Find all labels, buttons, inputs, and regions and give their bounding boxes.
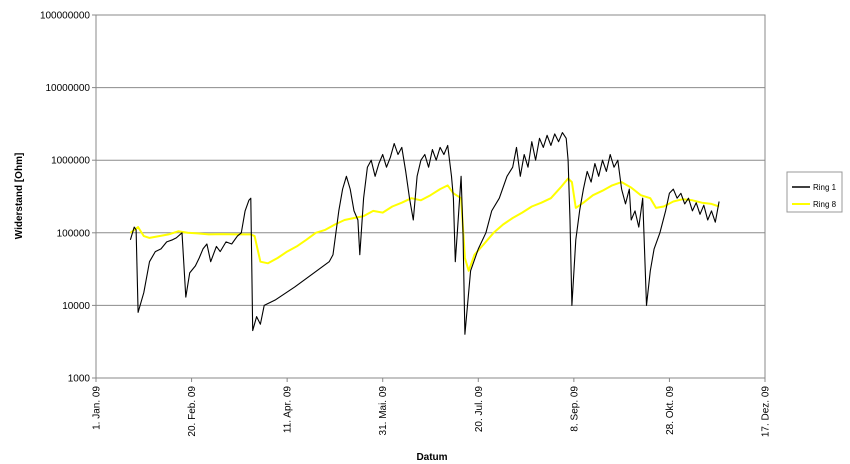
- x-tick-label: 11. Apr. 09: [283, 386, 294, 434]
- x-tick-label: 1. Jan. 09: [92, 386, 103, 430]
- x-tick-label: 20. Feb. 09: [187, 386, 198, 437]
- legend-label-ring-1: Ring 1: [813, 183, 837, 192]
- y-axis-title: Widerstand [Ohm]: [14, 153, 25, 240]
- y-tick-label: 10000: [62, 301, 90, 312]
- y-tick-label: 100000000: [40, 11, 90, 22]
- x-tick-label: 20. Jul. 09: [474, 386, 485, 433]
- y-tick-label: 100000: [57, 228, 91, 239]
- y-tick-label: 10000000: [46, 83, 91, 94]
- x-axis-title: Datum: [416, 452, 447, 463]
- legend: Ring 1 Ring 8: [786, 171, 843, 213]
- y-tick-label: 1000000: [51, 156, 90, 167]
- x-tick-label: 8. Sep. 09: [569, 386, 580, 432]
- gridlines: [96, 87, 765, 306]
- y-axis-ticks: 1000 10000 100000 1000000 10000000 100000000: [40, 11, 96, 385]
- series-line-ring-8: [129, 177, 720, 272]
- x-tick-label: 31. Mai. 09: [378, 386, 389, 436]
- y-tick-label: 1000: [68, 374, 91, 385]
- legend-box: [786, 171, 843, 213]
- series-line-ring-1: [129, 132, 720, 335]
- plot-area-frame: [95, 14, 766, 379]
- x-tick-label: 28. Okt. 09: [665, 386, 676, 435]
- series-lines: [129, 132, 720, 335]
- legend-label-ring-8: Ring 8: [813, 200, 837, 209]
- x-tick-label: 17. Dez. 09: [761, 386, 772, 438]
- x-axis-ticks: 1. Jan. 09 20. Feb. 09 11. Apr. 09 31. Mai.…: [92, 378, 772, 437]
